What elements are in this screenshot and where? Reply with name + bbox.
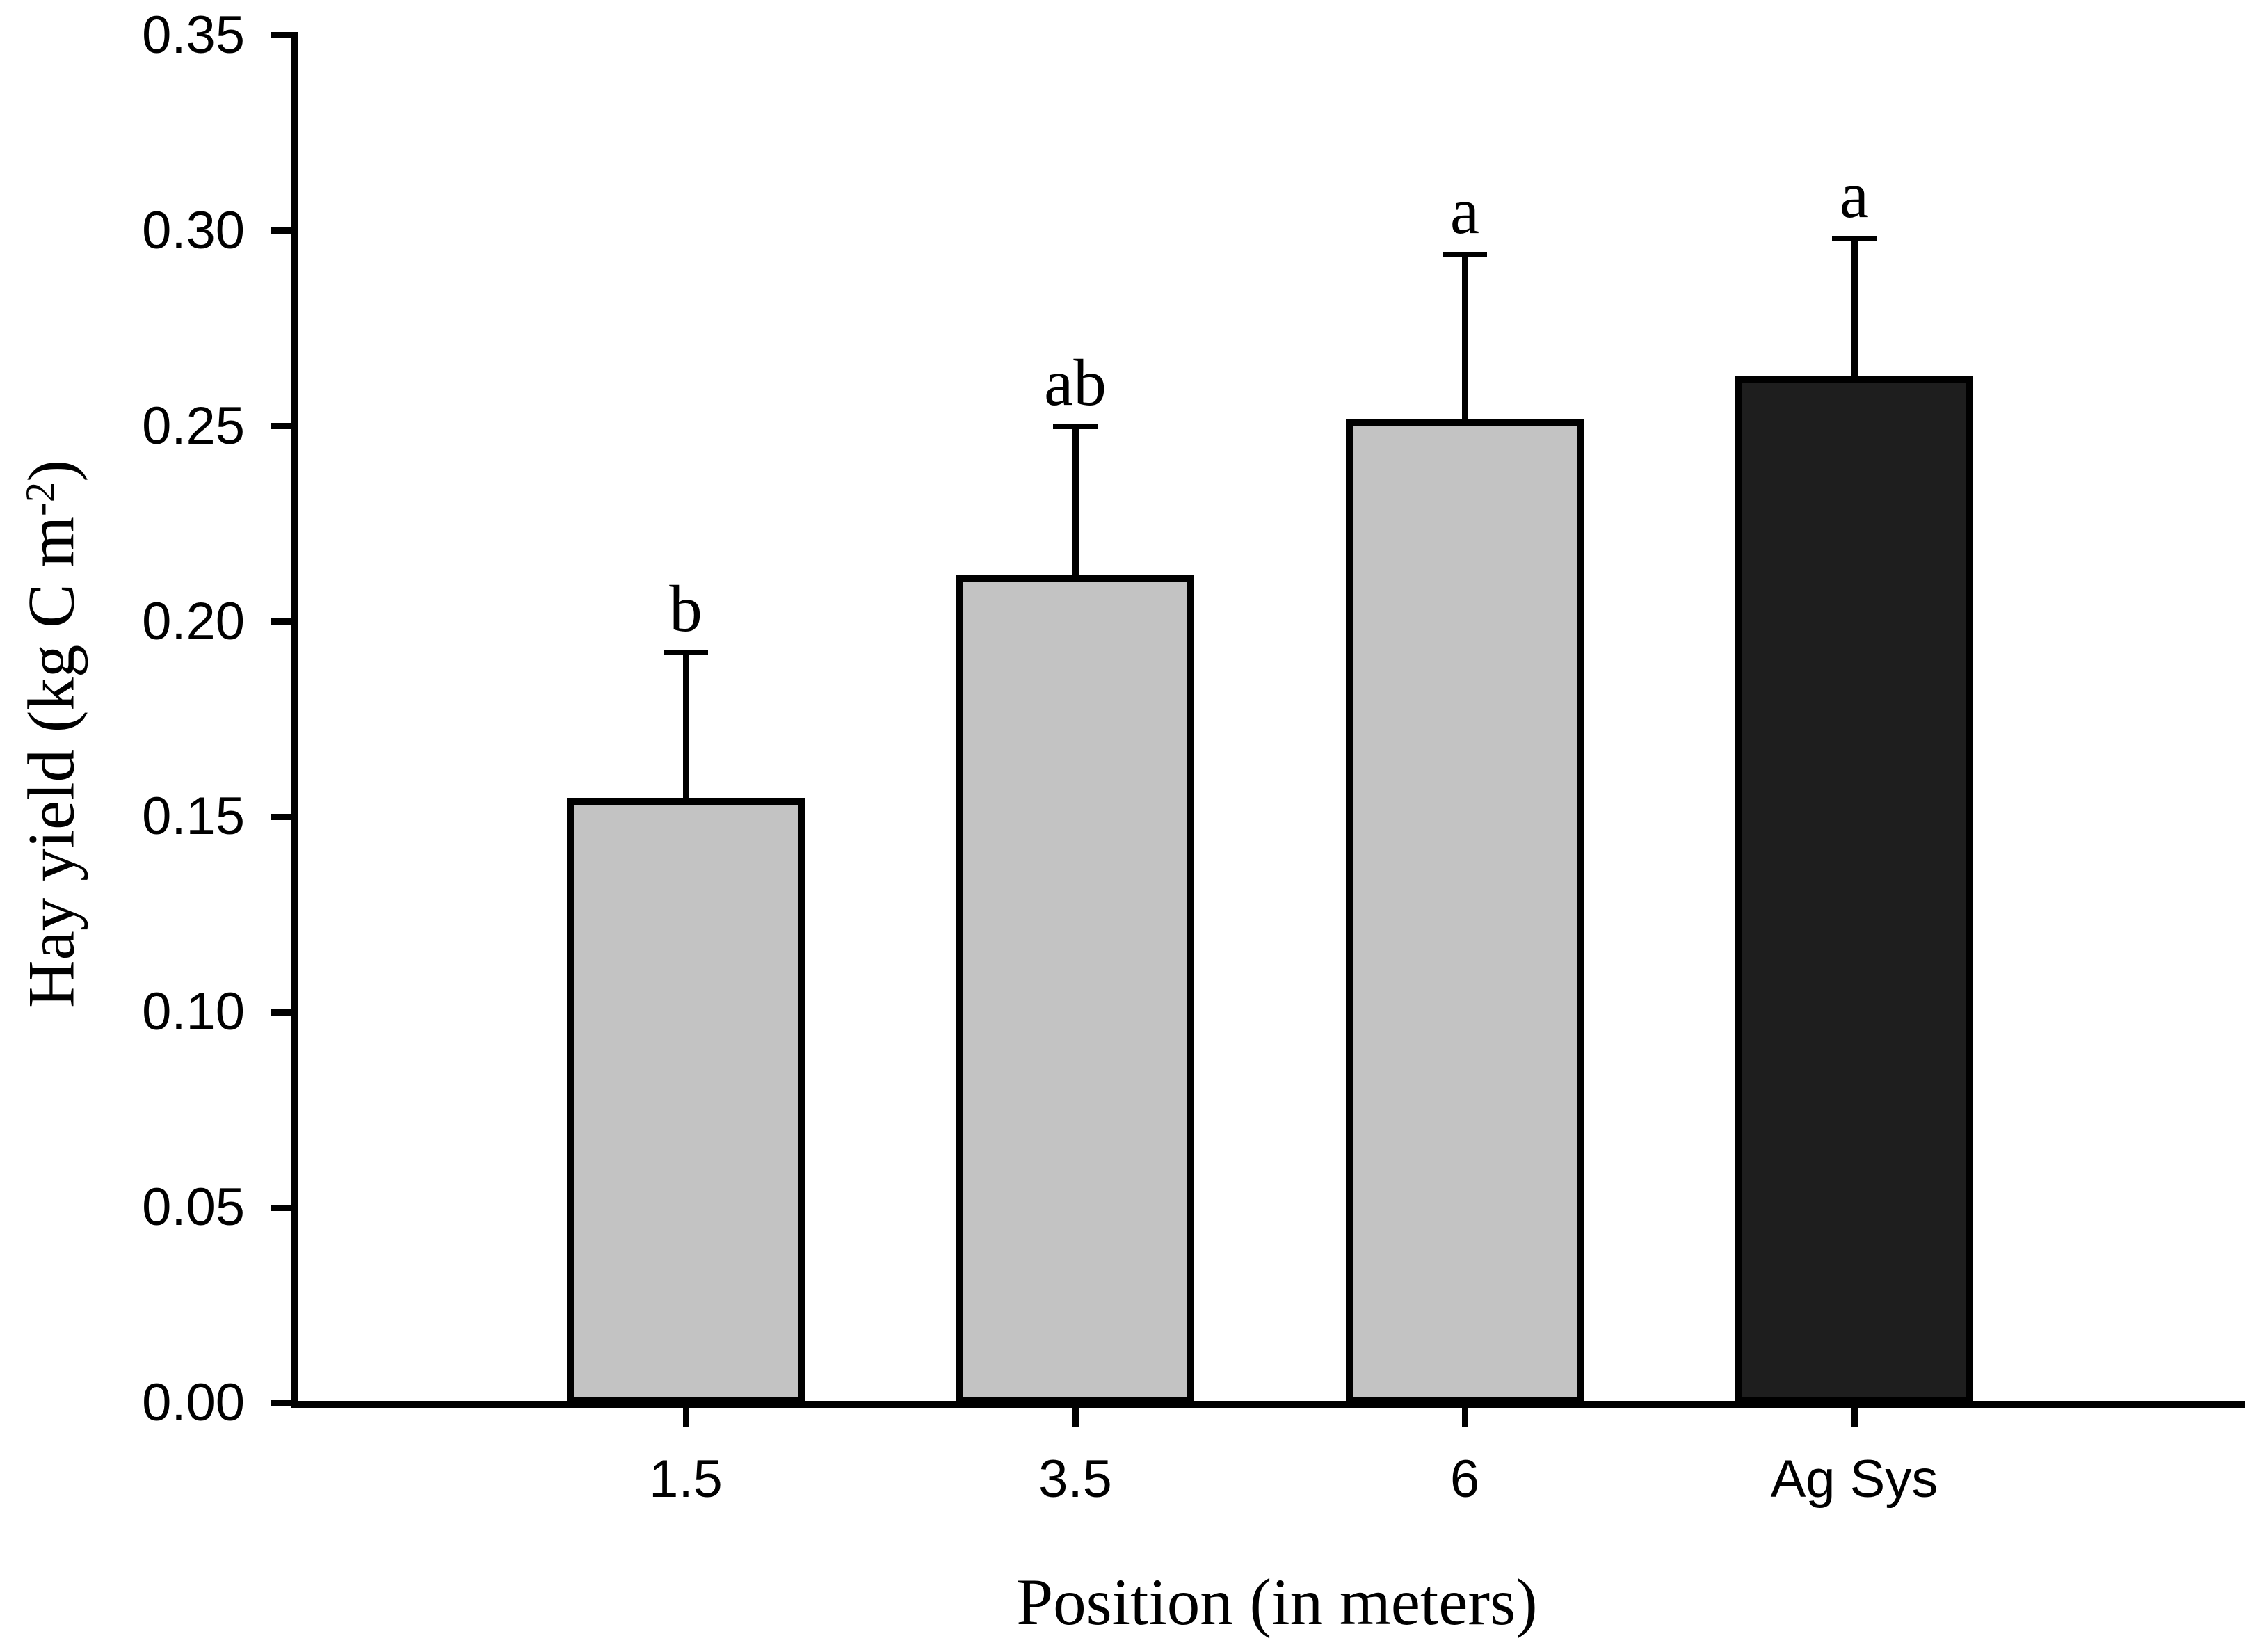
error-bar-cap — [1053, 423, 1098, 429]
y-tick-label: 0.10 — [142, 982, 245, 1042]
y-axis-title-text: Hay yield (kg C m — [14, 515, 88, 1008]
y-tick-label: 0.05 — [142, 1178, 245, 1237]
x-tick — [1461, 1408, 1468, 1427]
x-tick-label: 6 — [1449, 1450, 1480, 1509]
y-tick — [271, 32, 291, 39]
error-bar-cap — [1443, 251, 1487, 257]
x-tick — [1851, 1408, 1858, 1427]
y-axis-line — [291, 32, 298, 1408]
y-axis-title: Hay yield (kg C m-2) — [15, 460, 93, 1008]
bar-1.5 — [567, 797, 805, 1404]
error-bar-stem — [1461, 254, 1468, 423]
bar-3.5 — [956, 575, 1194, 1404]
y-tick — [271, 423, 291, 430]
y-tick-label: 0.35 — [142, 5, 245, 65]
x-tick — [682, 1408, 689, 1427]
y-tick-label: 0.25 — [142, 396, 245, 456]
significance-letter: a — [1839, 158, 1870, 232]
error-bar-stem — [1851, 239, 1858, 380]
significance-letter: a — [1449, 173, 1480, 248]
y-tick — [271, 618, 291, 625]
y-axis-title-superscript: -2 — [17, 481, 63, 516]
error-bar-stem — [682, 652, 689, 801]
y-axis-title-close: ) — [14, 460, 88, 482]
error-bar-stem — [1072, 426, 1079, 579]
y-tick-label: 0.00 — [142, 1373, 245, 1432]
significance-letter: b — [669, 572, 702, 646]
y-tick-label: 0.20 — [142, 591, 245, 651]
y-tick-label: 0.30 — [142, 200, 245, 260]
y-tick — [271, 813, 291, 820]
error-bar-cap — [1832, 236, 1877, 242]
bar-ag-sys — [1735, 376, 1973, 1404]
x-axis-line — [291, 1401, 2245, 1408]
x-tick-label: 3.5 — [1038, 1450, 1112, 1509]
x-tick — [1072, 1408, 1079, 1427]
significance-letter: ab — [1044, 345, 1107, 419]
y-tick-label: 0.15 — [142, 787, 245, 847]
y-tick — [271, 1400, 291, 1406]
x-tick-label: 1.5 — [649, 1450, 723, 1509]
bar-6 — [1346, 419, 1584, 1404]
x-axis-title: Position (in meters) — [1016, 1565, 1538, 1639]
y-tick — [271, 1009, 291, 1016]
x-tick-label: Ag Sys — [1770, 1450, 1938, 1509]
error-bar-cap — [664, 650, 708, 656]
y-tick — [271, 1204, 291, 1211]
y-tick — [271, 227, 291, 234]
